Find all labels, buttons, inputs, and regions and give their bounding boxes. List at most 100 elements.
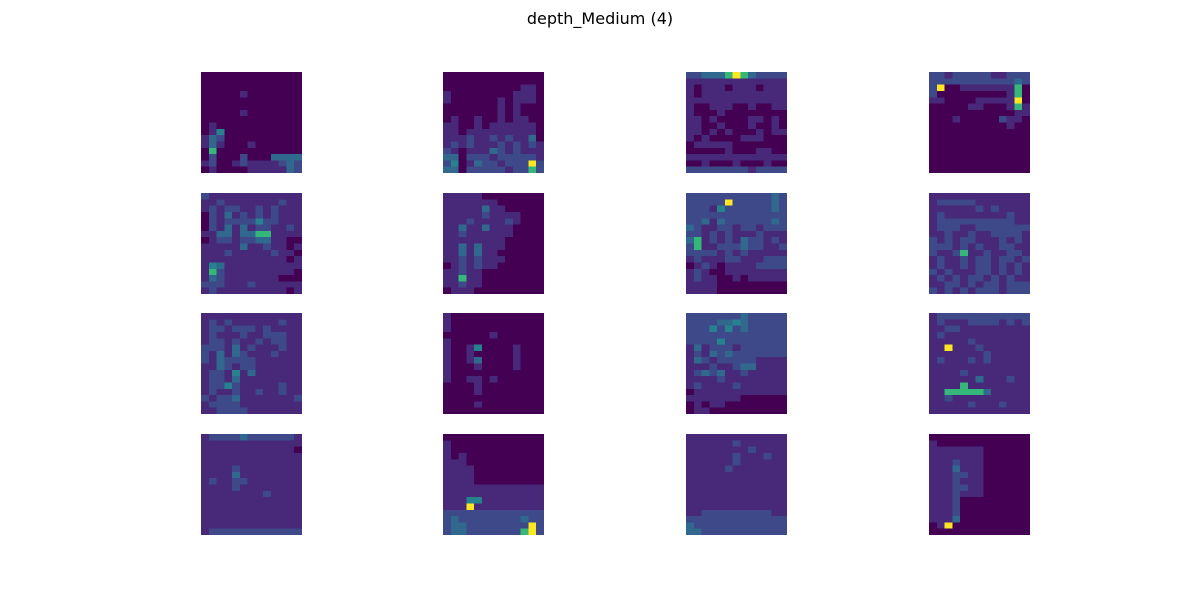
- heatmap-cell: [976, 345, 984, 352]
- heatmap-cell: [1022, 206, 1030, 213]
- heatmap-cell: [976, 123, 984, 130]
- heatmap-cell: [232, 357, 240, 364]
- heatmap-cell: [482, 408, 490, 414]
- heatmap-cell: [459, 116, 467, 123]
- heatmap-cell: [756, 225, 764, 232]
- heatmap-cell: [536, 319, 544, 326]
- heatmap-cell: [521, 466, 529, 473]
- heatmap-cell: [952, 231, 960, 238]
- heatmap-cell: [255, 244, 263, 251]
- heatmap-cell: [945, 288, 953, 294]
- heatmap-cell: [482, 141, 490, 148]
- heatmap-cell: [474, 313, 482, 320]
- heatmap-cell: [756, 275, 764, 282]
- heatmap-cell: [991, 408, 999, 414]
- heatmap-cell: [764, 497, 772, 504]
- heatmap-cell: [945, 332, 953, 339]
- heatmap-cell: [263, 78, 271, 85]
- heatmap-cell: [733, 141, 741, 148]
- heatmap-cell: [976, 256, 984, 263]
- heatmap-cell: [521, 395, 529, 402]
- heatmap-cell: [968, 357, 976, 364]
- heatmap-cell: [466, 97, 474, 104]
- heatmap-cell: [255, 116, 263, 123]
- heatmap-cell: [286, 116, 294, 123]
- heatmap-cell: [482, 110, 490, 117]
- heatmap-cell: [686, 244, 694, 251]
- heatmap-cell: [1007, 135, 1015, 142]
- heatmap-cell: [779, 326, 787, 333]
- heatmap-cell: [271, 485, 279, 492]
- heatmap-cell: [937, 167, 945, 173]
- heatmap-cell: [1007, 478, 1015, 485]
- heatmap-cell: [263, 281, 271, 288]
- heatmap-cell: [217, 326, 225, 333]
- heatmap-cell: [976, 491, 984, 498]
- heatmap-cell: [209, 104, 217, 111]
- heatmap-cell: [717, 256, 725, 263]
- heatmap-cell: [764, 326, 772, 333]
- heatmap-cell: [937, 78, 945, 85]
- heatmap-cell: [232, 408, 240, 414]
- heatmap-cell: [725, 237, 733, 244]
- heatmap-svg: [443, 193, 544, 294]
- heatmap-cell: [459, 503, 467, 510]
- heatmap-cell: [686, 376, 694, 383]
- heatmap-cell: [271, 212, 279, 219]
- heatmap-cell: [294, 154, 302, 161]
- heatmap-cell: [779, 256, 787, 263]
- heatmap-cell: [983, 250, 991, 257]
- heatmap-cell: [960, 370, 968, 377]
- heatmap-cell: [1014, 459, 1022, 466]
- heatmap-cell: [497, 160, 505, 167]
- heatmap-cell: [248, 148, 256, 155]
- heatmap-cell: [466, 225, 474, 232]
- heatmap-cell: [201, 485, 209, 492]
- heatmap-cell: [1007, 453, 1015, 460]
- heatmap-cell: [263, 370, 271, 377]
- heatmap-cell: [224, 529, 232, 535]
- heatmap-cell: [451, 503, 459, 510]
- heatmap-cell: [217, 85, 225, 92]
- heatmap-cell: [240, 459, 248, 466]
- heatmap-cell: [451, 72, 459, 79]
- heatmap-cell: [279, 244, 287, 251]
- heatmap-cell: [286, 345, 294, 352]
- heatmap-cell: [694, 154, 702, 161]
- heatmap-cell: [764, 148, 772, 155]
- heatmap-cell: [459, 91, 467, 98]
- heatmap-cell: [952, 269, 960, 276]
- heatmap-cell: [686, 466, 694, 473]
- heatmap-cell: [232, 332, 240, 339]
- heatmap-cell: [263, 167, 271, 173]
- heatmap-cell: [709, 123, 717, 130]
- heatmap-cell: [740, 85, 748, 92]
- heatmap-cell: [201, 351, 209, 358]
- heatmap-cell: [294, 104, 302, 111]
- heatmap-cell: [968, 193, 976, 200]
- heatmap-cell: [459, 85, 467, 92]
- heatmap-cell: [248, 370, 256, 377]
- heatmap-cell: [945, 237, 953, 244]
- heatmap-cell: [224, 453, 232, 460]
- heatmap-cell: [702, 262, 710, 269]
- heatmap-cell: [271, 491, 279, 498]
- heatmap-cell: [1022, 244, 1030, 251]
- heatmap-cell: [528, 110, 536, 117]
- heatmap-cell: [528, 370, 536, 377]
- heatmap-cell: [490, 434, 498, 441]
- heatmap-cell: [991, 459, 999, 466]
- heatmap-cell: [952, 110, 960, 117]
- heatmap-cell: [286, 376, 294, 383]
- heatmap-cell: [929, 401, 937, 408]
- heatmap-cell: [451, 516, 459, 523]
- heatmap-cell: [443, 395, 451, 402]
- heatmap-cell: [740, 275, 748, 282]
- heatmap-cell: [536, 91, 544, 98]
- heatmap-cell: [255, 382, 263, 389]
- heatmap-cell: [521, 503, 529, 510]
- heatmap-cell: [240, 167, 248, 173]
- heatmap-cell: [771, 434, 779, 441]
- heatmap-cell: [999, 129, 1007, 136]
- heatmap-cell: [937, 319, 945, 326]
